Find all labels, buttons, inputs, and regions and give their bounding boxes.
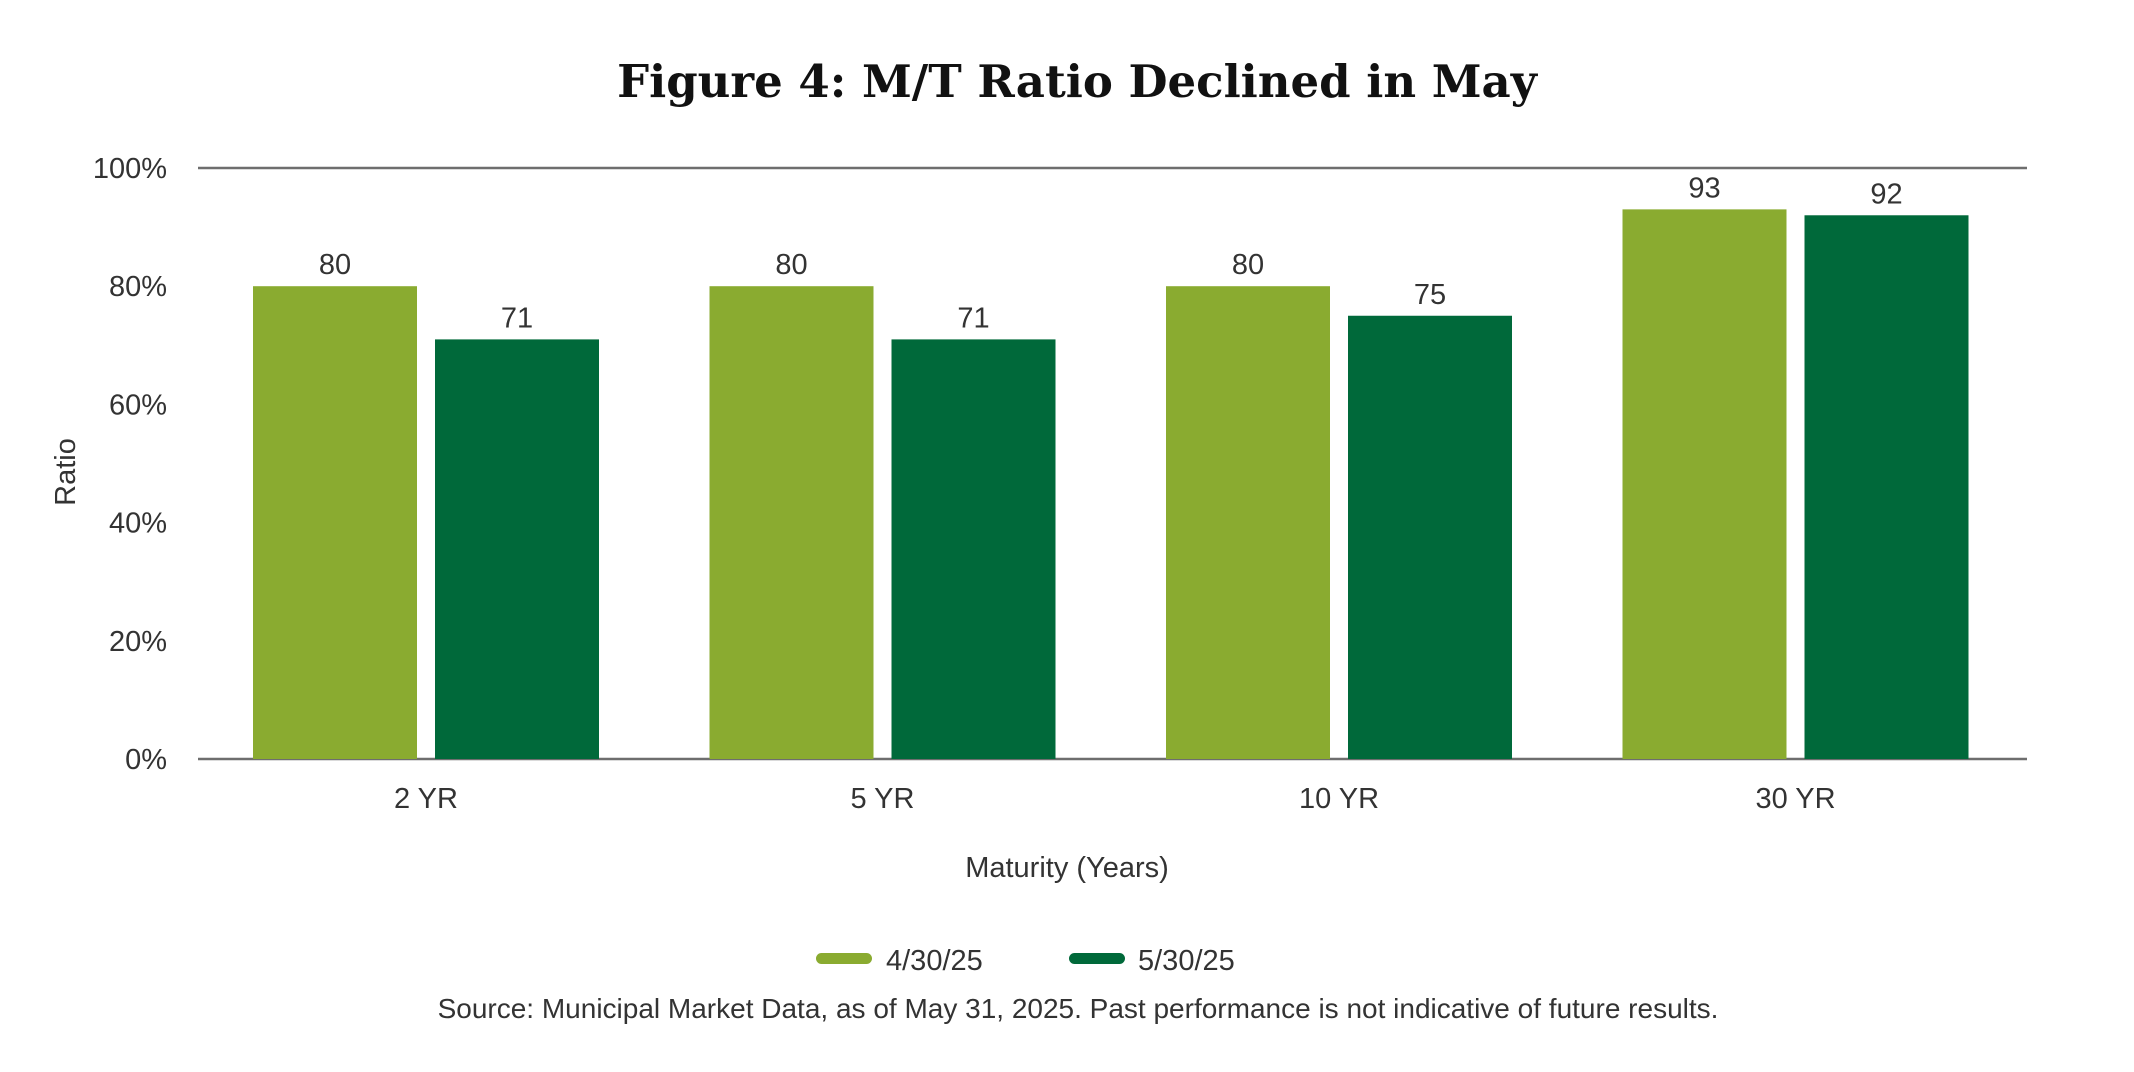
bar-4-30-25-10yr: [1166, 286, 1330, 759]
bar-data-label: 71: [957, 302, 989, 334]
x-tick-label: 10 YR: [1299, 783, 1379, 815]
bar-labels: 80 71 80 71 80 75 93 92: [319, 172, 1903, 334]
legend-item: 5/30/25: [1069, 945, 1235, 977]
bar-data-label: 75: [1414, 279, 1446, 311]
bar-data-label: 80: [775, 249, 807, 281]
bar-5-30-25-30yr: [1804, 215, 1969, 759]
legend-label: 5/30/25: [1138, 945, 1235, 977]
bar-4-30-25-30yr: [1622, 209, 1787, 759]
y-axis-title: Ratio: [50, 438, 82, 506]
x-tick-label: 30 YR: [1755, 783, 1835, 815]
y-tick-label: 60%: [109, 389, 167, 421]
y-tick-label: 80%: [109, 271, 167, 303]
bar-data-label: 80: [1232, 249, 1264, 281]
x-tick-label: 2 YR: [394, 783, 458, 815]
x-axis-title: Maturity (Years): [965, 852, 1169, 884]
source-note: Source: Municipal Market Data, as of May…: [438, 993, 1719, 1024]
bars: [253, 209, 1969, 759]
chart-title: Figure 4: M/T Ratio Declined in May: [617, 55, 1539, 108]
legend-swatch: [1069, 953, 1125, 964]
x-axis-labels: 2 YR 5 YR 10 YR 30 YR: [394, 783, 1836, 815]
bar-4-30-25-5yr: [709, 286, 874, 759]
bar-data-label: 92: [1870, 178, 1902, 210]
bar-data-label: 80: [319, 249, 351, 281]
y-tick-label: 0%: [125, 744, 167, 776]
y-tick-label: 20%: [109, 626, 167, 658]
bar-5-30-25-10yr: [1348, 315, 1512, 759]
legend-label: 4/30/25: [886, 945, 983, 977]
y-axis-ticks: 0% 20% 40% 60% 80% 100%: [93, 153, 167, 776]
y-tick-label: 100%: [93, 153, 167, 185]
bar-4-30-25-2yr: [253, 286, 417, 759]
legend: 4/30/25 5/30/25: [816, 945, 1235, 977]
bar-5-30-25-2yr: [435, 339, 599, 759]
x-tick-label: 5 YR: [851, 783, 915, 815]
y-tick-label: 40%: [109, 508, 167, 540]
bar-data-label: 71: [501, 302, 533, 334]
bar-5-30-25-5yr: [891, 339, 1056, 759]
bar-data-label: 93: [1688, 172, 1720, 204]
legend-swatch: [816, 953, 872, 964]
legend-item: 4/30/25: [816, 945, 983, 977]
